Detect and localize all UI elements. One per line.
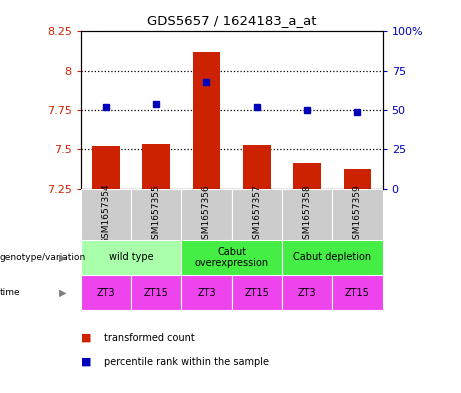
- Bar: [243, 145, 271, 189]
- Bar: [293, 163, 321, 189]
- Text: genotype/variation: genotype/variation: [0, 253, 86, 262]
- Text: ZT3: ZT3: [197, 288, 216, 298]
- Bar: [92, 146, 120, 189]
- Text: percentile rank within the sample: percentile rank within the sample: [104, 356, 269, 367]
- Text: ■: ■: [81, 356, 91, 367]
- Bar: [131, 189, 181, 240]
- Bar: [131, 275, 181, 310]
- Text: ZT15: ZT15: [244, 288, 269, 298]
- Bar: [81, 275, 131, 310]
- Bar: [81, 240, 181, 275]
- Text: ZT15: ZT15: [345, 288, 370, 298]
- Bar: [181, 189, 231, 240]
- Text: ZT3: ZT3: [298, 288, 316, 298]
- Text: Cabut
overexpression: Cabut overexpression: [195, 247, 269, 268]
- Text: wild type: wild type: [109, 252, 154, 263]
- Bar: [81, 189, 131, 240]
- Bar: [181, 275, 231, 310]
- Bar: [142, 144, 170, 189]
- Bar: [181, 240, 282, 275]
- Text: ZT15: ZT15: [144, 288, 169, 298]
- Text: GSM1657358: GSM1657358: [302, 184, 312, 244]
- Bar: [332, 189, 383, 240]
- Bar: [282, 275, 332, 310]
- Text: ▶: ▶: [59, 252, 66, 263]
- Bar: [332, 275, 383, 310]
- Text: GSM1657354: GSM1657354: [101, 184, 110, 244]
- Text: GSM1657357: GSM1657357: [252, 184, 261, 244]
- Text: Cabut depletion: Cabut depletion: [293, 252, 372, 263]
- Title: GDS5657 / 1624183_a_at: GDS5657 / 1624183_a_at: [147, 15, 316, 28]
- Text: GSM1657356: GSM1657356: [202, 184, 211, 244]
- Bar: [343, 169, 371, 189]
- Bar: [231, 189, 282, 240]
- Text: ZT3: ZT3: [96, 288, 115, 298]
- Text: transformed count: transformed count: [104, 333, 195, 343]
- Bar: [231, 275, 282, 310]
- Text: GSM1657359: GSM1657359: [353, 184, 362, 244]
- Text: time: time: [0, 288, 21, 297]
- Text: ▶: ▶: [59, 288, 66, 298]
- Text: GSM1657355: GSM1657355: [152, 184, 161, 244]
- Bar: [282, 189, 332, 240]
- Bar: [282, 240, 383, 275]
- Bar: [193, 52, 220, 189]
- Text: ■: ■: [81, 333, 91, 343]
